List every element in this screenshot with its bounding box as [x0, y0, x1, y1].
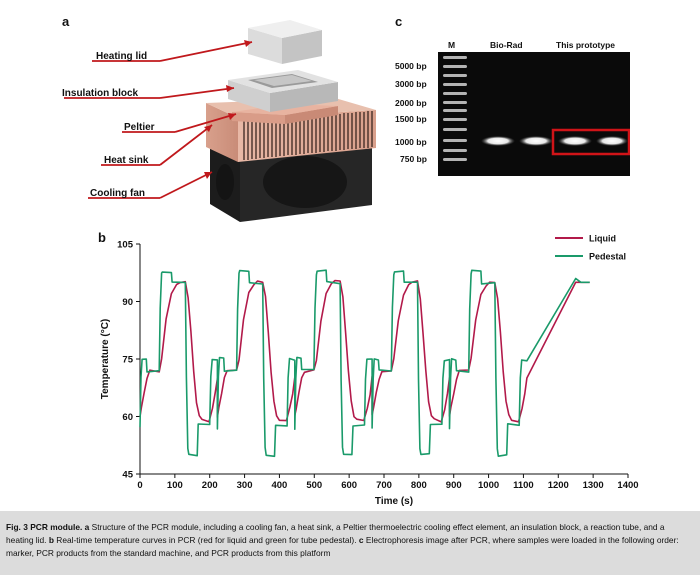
x-tick-label: 100: [167, 480, 183, 491]
ladder-label-750: 750 bp: [400, 154, 427, 164]
lane-header-prototype: This prototype: [556, 40, 616, 50]
legend-label-liquid: Liquid: [589, 234, 616, 244]
x-tick-label: 200: [202, 480, 218, 491]
y-tick-label: 105: [117, 240, 134, 251]
lane-header-standard: Bio-Rad: [490, 40, 523, 50]
panel-b-letter: b: [98, 230, 106, 245]
caption-b-text: Real-time temperature curves in PCR (red…: [53, 535, 359, 545]
ladder-label-2000: 2000 bp: [395, 98, 427, 108]
sample-bands: [481, 136, 628, 146]
pcr-module-illustration: [64, 20, 376, 222]
figure-caption: Fig. 3 PCR module. a Structure of the PC…: [6, 521, 692, 560]
y-tick-label: 45: [122, 470, 133, 481]
x-tick-label: 500: [306, 480, 322, 491]
label-insulation-block: Insulation block: [62, 88, 139, 99]
series-line-pedestal: [139, 269, 590, 458]
ladder-label-1000: 1000 bp: [395, 137, 427, 147]
x-tick-label: 1100: [513, 480, 534, 491]
caption-a-text: Structure of the PCR module, including a…: [6, 522, 665, 545]
ladder-bands: [443, 56, 467, 161]
x-tick-label: 600: [341, 480, 357, 491]
caption-a-letter: a: [84, 522, 90, 532]
panel-a-letter: a: [62, 14, 70, 29]
x-tick-label: 1000: [478, 480, 499, 491]
y-tick-label: 60: [122, 412, 133, 423]
label-heating-lid: Heating lid: [96, 51, 148, 62]
ladder-label-3000: 3000 bp: [395, 79, 427, 89]
x-tick-label: 900: [446, 480, 462, 491]
legend-label-pedestal: Pedestal: [589, 252, 626, 262]
prototype-highlight-box: [551, 128, 630, 156]
series-line-liquid: [139, 279, 590, 423]
insulation-block-shape: [228, 70, 338, 112]
caption-b-letter: b: [48, 535, 54, 545]
ladder-label-5000: 5000 bp: [395, 61, 427, 71]
lane-header-marker: M: [448, 40, 456, 50]
x-tick-label: 1400: [617, 480, 638, 491]
label-cooling-fan: Cooling fan: [90, 188, 145, 199]
x-tick-label: 400: [271, 480, 287, 491]
y-axis-label: Temperature (°C): [100, 319, 111, 400]
caption-fig-label: Fig. 3 PCR module.: [6, 522, 83, 532]
x-tick-label: 0: [137, 480, 142, 491]
x-axis-label: Time (s): [375, 496, 413, 507]
x-tick-label: 1300: [583, 480, 604, 491]
y-tick-label: 75: [122, 355, 133, 366]
label-heat-sink: Heat sink: [104, 155, 149, 166]
electrophoresis-gel: [438, 52, 630, 176]
panel-c-letter: c: [395, 14, 403, 29]
figure-caption-box: Fig. 3 PCR module. a Structure of the PC…: [0, 511, 700, 575]
heating-lid-shape: [248, 20, 322, 64]
leader-lines: [64, 40, 253, 199]
x-tick-label: 1200: [548, 480, 569, 491]
temperature-chart: 0 100 200 300 400 500 600 700 800 900 1000 1100 1200…: [100, 234, 639, 507]
ladder-label-1500: 1500 bp: [395, 114, 427, 124]
x-tick-label: 300: [237, 480, 253, 491]
caption-c-letter: c: [358, 535, 364, 545]
x-tick-label: 800: [411, 480, 427, 491]
label-peltier: Peltier: [124, 122, 155, 133]
x-tick-label: 700: [376, 480, 392, 491]
y-tick-label: 90: [122, 297, 133, 308]
caption-c-text: Electrophoresis image after PCR, where s…: [6, 535, 679, 558]
